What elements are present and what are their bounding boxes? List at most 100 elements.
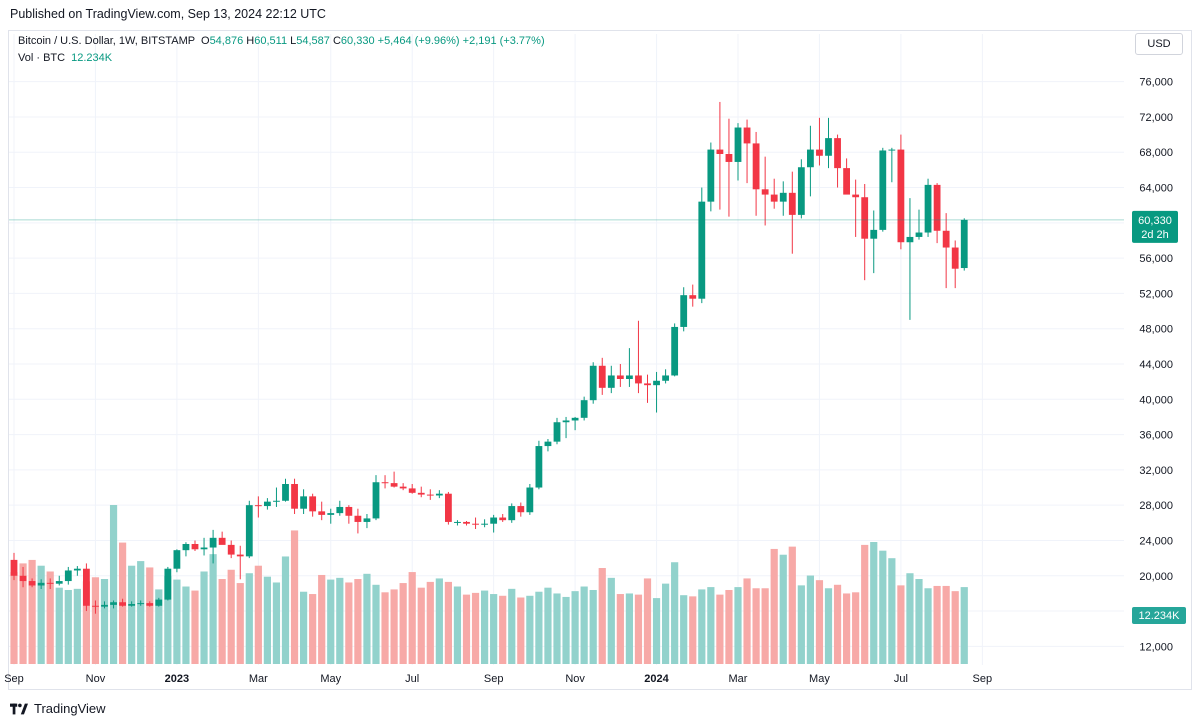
candle-body[interactable] [110,602,117,605]
candle-body[interactable] [64,570,72,582]
candle-body[interactable] [834,138,841,169]
candle-body[interactable] [635,375,642,384]
candle-body[interactable] [897,149,905,243]
candle-body[interactable] [264,501,271,507]
candle-body[interactable] [779,192,787,202]
candle-body[interactable] [309,496,317,512]
candle-body[interactable] [173,550,181,569]
candle-body[interactable] [164,568,172,600]
candle-body[interactable] [626,375,633,379]
candle-body[interactable] [155,599,163,606]
candle-body[interactable] [870,229,878,239]
candle-body[interactable] [137,603,145,605]
candle-body[interactable] [807,149,814,168]
currency-button[interactable]: USD [1135,33,1183,55]
candle-body[interactable] [191,544,199,550]
candle-body[interactable] [562,420,570,423]
candle-body[interactable] [526,487,534,513]
candle-body[interactable] [381,482,389,484]
candle-body[interactable] [83,568,90,606]
candle-body[interactable] [825,138,832,156]
candle-body[interactable] [119,602,126,606]
candle-body[interactable] [28,581,36,586]
candle-body[interactable] [879,150,887,230]
candle-body[interactable] [680,295,688,327]
candle-body[interactable] [535,446,543,488]
candle-body[interactable] [19,575,27,582]
candle-body[interactable] [671,326,679,376]
candle-body[interactable] [300,496,307,509]
candle-body[interactable] [37,582,45,586]
candle-body[interactable] [607,375,615,388]
candle-body[interactable] [571,417,579,421]
candle-body[interactable] [797,167,805,215]
candle-body[interactable] [481,523,488,525]
candle-body[interactable] [788,192,796,215]
chart-frame[interactable] [8,30,1192,690]
candle-body[interactable] [508,506,516,521]
candle-body[interactable] [236,554,244,557]
candle-body[interactable] [128,604,136,606]
candle-body[interactable] [698,201,706,299]
candle-body[interactable] [816,149,823,156]
candle-body[interactable] [101,604,108,607]
candle-body[interactable] [92,605,99,607]
candle-body[interactable] [245,505,253,557]
candle-body[interactable] [146,603,154,606]
candle-body[interactable] [861,197,869,239]
candle-body[interactable] [227,544,235,555]
candle-body[interactable] [291,484,298,509]
candle-body[interactable] [644,383,651,386]
candle-body[interactable] [318,511,326,515]
candle-body[interactable] [906,236,914,243]
candle-body[interactable] [933,184,941,231]
candle-body[interactable] [417,492,425,495]
candle-body[interactable] [454,521,461,523]
candle-body[interactable] [843,168,850,195]
candle-body[interactable] [770,194,778,202]
candle-body[interactable] [472,523,479,525]
candle-body[interactable] [662,375,669,381]
candle-body[interactable] [73,568,81,571]
candle-body[interactable] [580,400,588,418]
candle-body[interactable] [689,295,697,299]
candle-body[interactable] [209,537,217,548]
candle-body[interactable] [463,521,470,524]
candle-body[interactable] [408,488,416,493]
candle-body[interactable] [182,544,190,551]
candle-body[interactable] [761,189,769,195]
candle-body[interactable] [725,154,733,162]
candle-body[interactable] [399,486,407,489]
candle-body[interactable] [716,149,724,154]
candle-body[interactable] [852,194,860,198]
candle-body[interactable] [55,581,63,584]
candle-body[interactable] [924,184,932,233]
candle-body[interactable] [327,513,335,515]
candle-body[interactable] [653,380,660,386]
candle-body[interactable] [363,518,371,522]
candle-body[interactable] [734,127,742,162]
candle-body[interactable] [499,517,507,521]
candle-body[interactable] [218,537,226,545]
candle-body[interactable] [951,247,959,269]
candle-body[interactable] [426,494,434,496]
candle-body[interactable] [553,422,561,442]
candle-body[interactable] [544,441,552,447]
candle-body[interactable] [354,515,362,522]
candle-body[interactable] [490,517,498,524]
candle-body[interactable] [390,483,398,487]
candle-body[interactable] [10,559,18,576]
candle-body[interactable] [616,375,624,379]
candle-body[interactable] [743,127,751,144]
candle-body[interactable] [915,232,923,237]
candle-body[interactable] [707,149,715,202]
candle-body[interactable] [752,143,760,190]
candle-body[interactable] [517,506,525,513]
candle-body[interactable] [372,482,380,519]
candle-body[interactable] [336,506,344,514]
candle-body[interactable] [888,149,896,151]
candle-body[interactable] [435,493,443,496]
candle-body[interactable] [46,582,54,584]
candle-body[interactable] [589,365,597,401]
